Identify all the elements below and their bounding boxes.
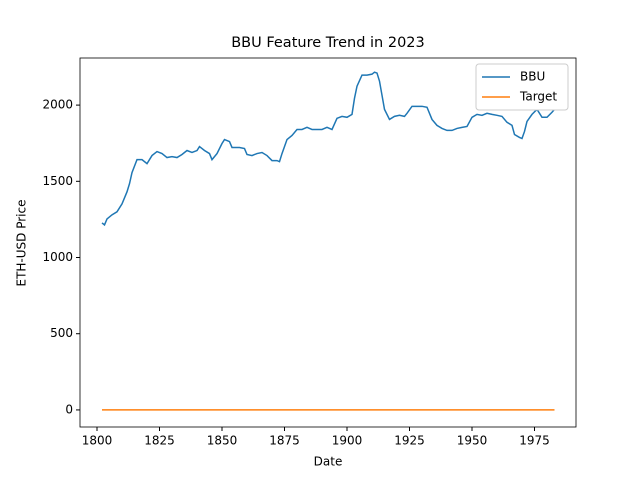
- legend-label: Target: [519, 90, 557, 104]
- x-tick-label: 1900: [332, 434, 363, 448]
- x-tick-label: 1875: [269, 434, 300, 448]
- x-tick-label: 1950: [457, 434, 488, 448]
- y-tick-label: 1000: [42, 250, 73, 264]
- y-tick-label: 2000: [42, 98, 73, 112]
- legend-label: BBU: [520, 70, 545, 84]
- x-tick-label: 1925: [394, 434, 425, 448]
- y-tick-label: 0: [65, 402, 73, 416]
- y-tick-label: 1500: [42, 174, 73, 188]
- x-tick-label: 1800: [82, 434, 113, 448]
- plot-frame: [79, 57, 577, 428]
- y-tick-label: 500: [50, 326, 73, 340]
- x-tick-label: 1975: [519, 434, 550, 448]
- series-line: [101, 71, 556, 227]
- x-axis-label: Date: [314, 455, 343, 469]
- y-axis-label: ETH-USD Price: [15, 200, 29, 287]
- x-tick-label: 1850: [207, 434, 238, 448]
- legend-box: [475, 63, 569, 111]
- x-tick-label: 1825: [144, 434, 175, 448]
- chart-title: BBU Feature Trend in 2023: [231, 35, 425, 51]
